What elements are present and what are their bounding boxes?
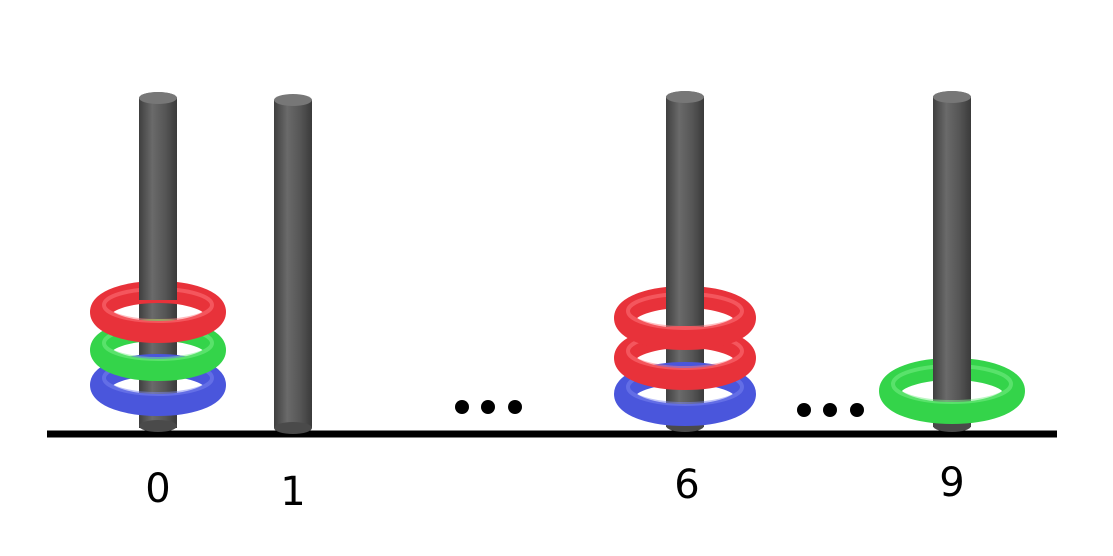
- peg-group-9: [879, 91, 1025, 432]
- ellipsis-2: [797, 403, 864, 417]
- peg-group-1: [274, 94, 312, 434]
- peg-1: [274, 94, 312, 434]
- peg-group-0: [90, 92, 226, 432]
- peg-label-9: 9: [939, 460, 964, 506]
- peg-label-1: 1: [280, 469, 305, 515]
- peg-label-0: 0: [145, 466, 170, 512]
- ellipsis-1: [455, 400, 522, 414]
- peg-label-6: 6: [674, 462, 699, 508]
- peg-group-6: [614, 91, 756, 432]
